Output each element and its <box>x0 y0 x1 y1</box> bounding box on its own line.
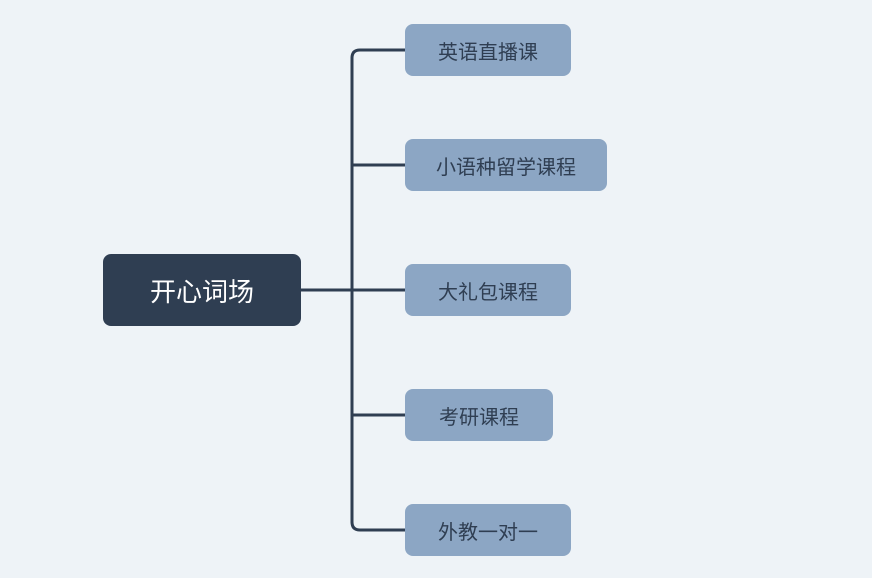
child-node-1-label: 小语种留学课程 <box>436 151 576 180</box>
child-node-0: 英语直播课 <box>405 24 571 76</box>
child-node-2-label: 大礼包课程 <box>438 276 538 305</box>
child-node-4: 外教一对一 <box>405 504 571 556</box>
child-node-2: 大礼包课程 <box>405 264 571 316</box>
child-node-1: 小语种留学课程 <box>405 139 607 191</box>
connector-path <box>352 522 405 530</box>
connector-path <box>352 50 405 58</box>
child-node-4-label: 外教一对一 <box>438 516 538 545</box>
child-node-3-label: 考研课程 <box>439 401 519 430</box>
child-node-3: 考研课程 <box>405 389 553 441</box>
child-node-0-label: 英语直播课 <box>438 36 538 65</box>
root-node-label: 开心词场 <box>150 272 254 309</box>
root-node: 开心词场 <box>103 254 301 326</box>
